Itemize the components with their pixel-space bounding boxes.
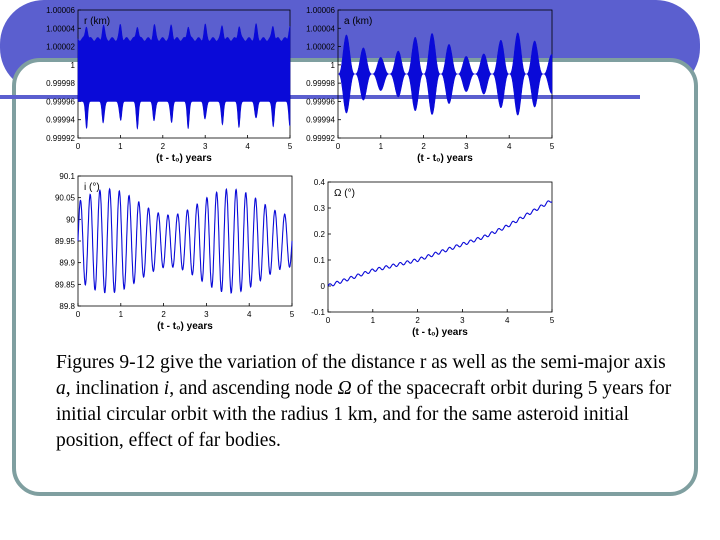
y-tick-label: 89.8 xyxy=(59,302,75,311)
x-tick-label: 2 xyxy=(161,310,166,319)
chart-ascending-node: -0.1 0 0.1 0.2 0.3 0.4 0 1 2 3 4 5 (t - t₀) years Ω (… xyxy=(298,178,558,343)
x-tick-label: 0 xyxy=(326,316,331,325)
caption-symbol-a: a xyxy=(56,378,66,399)
y-tick-label: 1 xyxy=(71,61,76,70)
x-tick-label: 1 xyxy=(119,310,124,319)
x-tick-label: 4 xyxy=(247,310,252,319)
chart-r-svg: 0.99992 0.99994 0.99996 0.99998 1 1.00002 1.00… xyxy=(46,6,293,164)
y-tick-label: 90 xyxy=(66,215,75,224)
caption-symbol-omega: Ω xyxy=(337,378,352,399)
y-tick-label: 0.99994 xyxy=(46,116,75,125)
x-tick-label: 5 xyxy=(290,310,295,319)
chart-a-svg: 0.99992 0.99994 0.99996 0.99998 1 1.00002 1.00… xyxy=(306,6,555,164)
omega-series-line xyxy=(327,200,553,287)
panel-label: a (km) xyxy=(344,16,372,27)
y-tick-label: 0.4 xyxy=(314,178,326,187)
y-tick-label: 90.1 xyxy=(59,172,75,181)
y-tick-label: 1.00002 xyxy=(306,43,335,52)
x-tick-label: 3 xyxy=(464,142,469,151)
chart-inclination: 89.8 89.85 89.9 89.95 90 90.05 90.1 0 1 2 3 4 5 (t - … xyxy=(40,172,300,337)
chart-r-distance: 0.99992 0.99994 0.99996 0.99998 1 1.00002 1.00… xyxy=(40,6,300,166)
y-tick-label: 1.00006 xyxy=(46,6,75,15)
x-tick-label: 1 xyxy=(371,316,376,325)
y-tick-label: 0.99992 xyxy=(306,134,335,143)
y-tick-label: 0.1 xyxy=(314,256,326,265)
panel-label: r (km) xyxy=(84,16,110,27)
x-tick-label: 5 xyxy=(550,316,555,325)
i-series-line xyxy=(77,187,293,294)
y-tick-label: 1.00004 xyxy=(306,24,335,33)
x-tick-label: 2 xyxy=(415,316,420,325)
chart-semi-major-axis: 0.99992 0.99994 0.99996 0.99998 1 1.00002 1.00… xyxy=(298,6,558,166)
caption-part-1: Figures 9-12 give the variation of the d… xyxy=(56,352,666,373)
caption-part-2: , inclination xyxy=(65,378,164,399)
x-tick-label: 0 xyxy=(336,142,341,151)
x-axis-label: (t - t₀) years xyxy=(156,153,212,164)
y-tick-label: 0.99998 xyxy=(306,79,335,88)
x-axis-label: (t - t₀) years xyxy=(417,153,473,164)
caption-symbol-i: i xyxy=(163,378,170,399)
y-tick-label: 0.99996 xyxy=(306,97,335,106)
y-tick-label: 0.99992 xyxy=(46,134,75,143)
caption-text: Figures 9-12 give the variation of the d… xyxy=(56,350,676,454)
y-tick-label: 0 xyxy=(321,282,326,291)
x-axis-label: (t - t₀) years xyxy=(412,327,468,338)
y-tick-label: 1.00006 xyxy=(306,6,335,15)
y-tick-label: 89.85 xyxy=(55,280,76,289)
x-tick-label: 2 xyxy=(161,142,166,151)
x-tick-label: 4 xyxy=(505,316,510,325)
x-tick-label: 1 xyxy=(379,142,384,151)
x-tick-label: 3 xyxy=(460,316,465,325)
panel-label: i (°) xyxy=(84,182,100,193)
y-tick-label: 89.9 xyxy=(59,259,75,268)
y-tick-label: 89.95 xyxy=(55,237,76,246)
y-tick-label: 1.00004 xyxy=(46,24,75,33)
panel-label: Ω (°) xyxy=(334,188,355,199)
y-tick-label: 0.99998 xyxy=(46,79,75,88)
content-frame xyxy=(12,58,698,496)
chart-i-svg: 89.8 89.85 89.9 89.95 90 90.05 90.1 0 1 2 3 4 5 (t - … xyxy=(55,172,295,332)
x-tick-label: 2 xyxy=(421,142,426,151)
y-tick-label: 0.3 xyxy=(314,204,326,213)
x-axis-label: (t - t₀) years xyxy=(157,321,213,332)
x-tick-label: 5 xyxy=(550,142,555,151)
x-tick-label: 0 xyxy=(76,142,81,151)
y-tick-label: 1.00002 xyxy=(46,43,75,52)
y-tick-label: 0.99994 xyxy=(306,116,335,125)
x-tick-label: 0 xyxy=(76,310,81,319)
a-burst-series xyxy=(338,32,553,116)
x-tick-label: 5 xyxy=(288,142,293,151)
y-tick-label: -0.1 xyxy=(311,308,325,317)
x-tick-label: 3 xyxy=(203,142,208,151)
y-tick-label: 0.99996 xyxy=(46,97,75,106)
y-tick-label: 1 xyxy=(331,61,336,70)
caption-part-3: , and ascending node xyxy=(169,378,338,399)
x-tick-label: 3 xyxy=(204,310,209,319)
r-band-series xyxy=(77,23,291,130)
x-tick-label: 4 xyxy=(507,142,512,151)
y-tick-label: 0.2 xyxy=(314,230,326,239)
x-tick-label: 1 xyxy=(118,142,123,151)
x-tick-label: 4 xyxy=(245,142,250,151)
plot-frame xyxy=(327,181,553,313)
caption-part-4: of the spacecraft orbit during 5 years f… xyxy=(56,378,672,451)
y-tick-label: 90.05 xyxy=(55,194,76,203)
